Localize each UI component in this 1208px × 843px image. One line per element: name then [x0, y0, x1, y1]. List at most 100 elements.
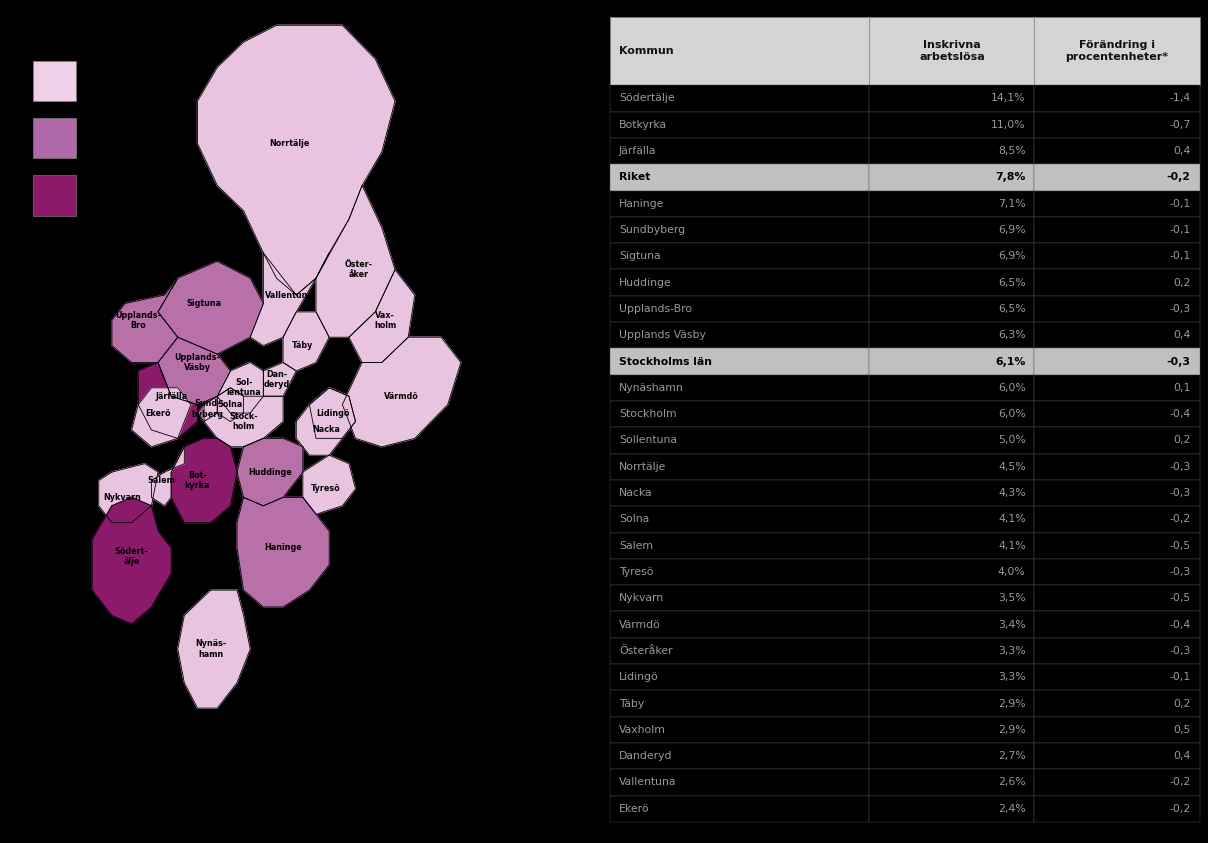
Polygon shape — [151, 447, 185, 506]
Bar — [870, 217, 1034, 243]
Text: 2,9%: 2,9% — [998, 725, 1026, 735]
Bar — [1034, 664, 1200, 690]
Bar — [610, 664, 870, 690]
Bar — [610, 111, 870, 138]
Bar — [870, 243, 1034, 270]
Bar — [610, 480, 870, 507]
Text: Sigtuna: Sigtuna — [186, 299, 221, 308]
Bar — [1034, 743, 1200, 770]
Bar — [610, 585, 870, 611]
Text: Sundbyberg: Sundbyberg — [618, 225, 685, 235]
Bar — [870, 559, 1034, 585]
Bar — [870, 191, 1034, 217]
Text: 4,1%: 4,1% — [998, 540, 1026, 550]
Text: Sigtuna: Sigtuna — [618, 251, 661, 261]
Bar — [610, 270, 870, 296]
Bar — [870, 585, 1034, 611]
Text: Järfälla: Järfälla — [618, 146, 656, 156]
Polygon shape — [138, 362, 198, 438]
Bar — [870, 270, 1034, 296]
Text: 6,9%: 6,9% — [998, 251, 1026, 261]
Bar — [1034, 559, 1200, 585]
Text: Dan-
deryd: Dan- deryd — [263, 369, 290, 389]
Text: Upplands-
Väsby: Upplands- Väsby — [175, 352, 220, 373]
Text: 0,4: 0,4 — [1173, 751, 1191, 761]
Text: -0,4: -0,4 — [1169, 620, 1191, 630]
Bar — [870, 401, 1034, 427]
Polygon shape — [237, 497, 329, 607]
Text: -0,2: -0,2 — [1169, 514, 1191, 524]
Text: -1,4: -1,4 — [1169, 94, 1191, 104]
Text: Danderyd: Danderyd — [618, 751, 673, 761]
Bar — [1034, 191, 1200, 217]
Text: 8,5%: 8,5% — [998, 146, 1026, 156]
Bar — [870, 164, 1034, 191]
Text: 3,3%: 3,3% — [998, 646, 1026, 656]
Text: -0,4: -0,4 — [1169, 409, 1191, 419]
Polygon shape — [172, 438, 237, 523]
Bar — [870, 111, 1034, 138]
Text: 0,2: 0,2 — [1173, 699, 1191, 708]
Bar — [870, 611, 1034, 638]
Bar — [1034, 770, 1200, 796]
Text: -0,1: -0,1 — [1169, 225, 1191, 235]
Text: Solna: Solna — [618, 514, 649, 524]
Polygon shape — [250, 253, 329, 346]
Bar — [610, 164, 870, 191]
Text: 4,5%: 4,5% — [998, 462, 1026, 472]
Text: 0,4: 0,4 — [1173, 330, 1191, 341]
Polygon shape — [237, 438, 303, 506]
Bar — [870, 480, 1034, 507]
Bar — [610, 138, 870, 164]
Polygon shape — [296, 388, 355, 455]
Polygon shape — [263, 362, 296, 396]
Text: Ekerö: Ekerö — [618, 803, 650, 813]
Text: Värmdö: Värmdö — [384, 392, 419, 400]
Text: 0,2: 0,2 — [1173, 436, 1191, 445]
Bar — [1034, 85, 1200, 111]
Bar — [870, 690, 1034, 717]
Bar — [870, 743, 1034, 770]
Text: Tyresö: Tyresö — [618, 567, 654, 577]
Text: Solna: Solna — [217, 400, 243, 409]
Bar — [870, 17, 1034, 85]
Polygon shape — [158, 261, 263, 354]
Bar — [610, 533, 870, 559]
Bar — [1034, 611, 1200, 638]
Text: -0,5: -0,5 — [1169, 540, 1191, 550]
Bar — [610, 191, 870, 217]
Polygon shape — [283, 312, 329, 371]
Text: Nynäs-
hamn: Nynäs- hamn — [196, 639, 226, 659]
Text: 5,0%: 5,0% — [998, 436, 1026, 445]
Text: 2,4%: 2,4% — [998, 803, 1026, 813]
Text: -0,5: -0,5 — [1169, 593, 1191, 604]
Text: Tyresö: Tyresö — [312, 485, 341, 493]
Text: Nykvarn: Nykvarn — [103, 493, 141, 502]
Text: 2,9%: 2,9% — [998, 699, 1026, 708]
Polygon shape — [198, 396, 217, 422]
Polygon shape — [217, 388, 244, 422]
Bar — [870, 374, 1034, 401]
Polygon shape — [309, 388, 355, 438]
Text: Upplands Väsby: Upplands Väsby — [618, 330, 705, 341]
Text: 6,5%: 6,5% — [998, 277, 1026, 287]
Bar — [610, 427, 870, 454]
Text: 3,3%: 3,3% — [998, 672, 1026, 682]
Bar — [610, 85, 870, 111]
Text: Lidingö: Lidingö — [315, 409, 349, 417]
Text: Lidingö: Lidingö — [618, 672, 658, 682]
Polygon shape — [112, 278, 178, 362]
Bar — [33, 175, 76, 216]
Bar — [610, 611, 870, 638]
Polygon shape — [349, 270, 414, 362]
Bar — [610, 374, 870, 401]
Text: Täby: Täby — [618, 699, 644, 708]
Text: Huddinge: Huddinge — [618, 277, 672, 287]
Text: 7,8%: 7,8% — [995, 172, 1026, 182]
Bar — [1034, 348, 1200, 374]
Text: -0,3: -0,3 — [1169, 462, 1191, 472]
Text: Södertälje: Södertälje — [618, 94, 674, 104]
Polygon shape — [178, 590, 250, 708]
Bar — [870, 322, 1034, 348]
Bar — [1034, 17, 1200, 85]
